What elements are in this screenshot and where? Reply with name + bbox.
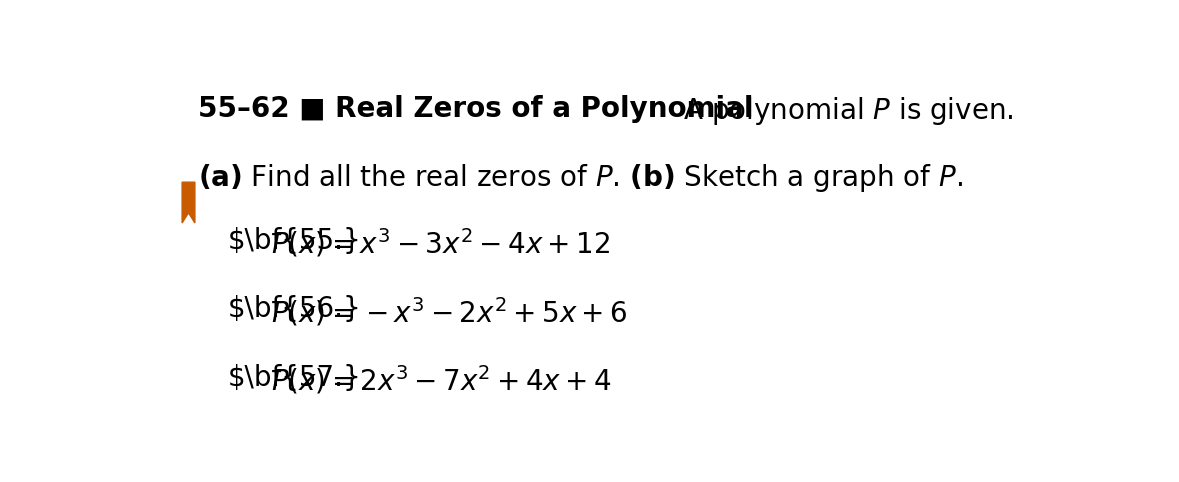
Text: 55–62 ■ Real Zeros of a Polynomial: 55–62 ■ Real Zeros of a Polynomial <box>198 95 753 123</box>
Text: $\bf{56.}: $\bf{56.} <box>228 295 362 323</box>
Text: $\bf{57.}: $\bf{57.} <box>228 364 362 392</box>
Text: $\bf{55.}: $\bf{55.} <box>228 227 362 254</box>
Text: $P(x) = 2x^3 - 7x^2 + 4x + 4$: $P(x) = 2x^3 - 7x^2 + 4x + 4$ <box>271 364 611 397</box>
Text: $P(x) = -x^3 - 2x^2 + 5x + 6$: $P(x) = -x^3 - 2x^2 + 5x + 6$ <box>271 295 627 328</box>
Text: $\bf{(a)}$ Find all the real zeros of $P$. $\bf{(b)}$ Sketch a graph of $P$.: $\bf{(a)}$ Find all the real zeros of $P… <box>198 162 962 194</box>
Text: $P(x) = x^3 - 3x^2 - 4x + 12$: $P(x) = x^3 - 3x^2 - 4x + 12$ <box>271 227 610 260</box>
Text: A polynomial $P$ is given.: A polynomial $P$ is given. <box>657 95 1014 127</box>
Polygon shape <box>182 182 195 223</box>
